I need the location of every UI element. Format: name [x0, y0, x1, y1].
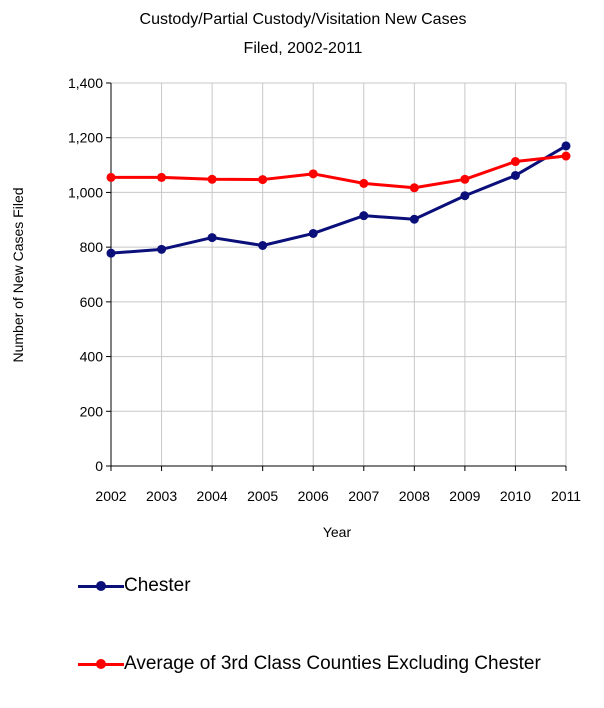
y-tick-label: 1,400: [68, 75, 103, 91]
line-chart: Custody/Partial Custody/Visitation New C…: [10, 11, 581, 540]
data-point-0-1[interactable]: [157, 244, 167, 254]
x-tick-label: 2002: [95, 488, 126, 504]
data-point-0-6[interactable]: [409, 214, 419, 224]
legend-2: Average of 3rd Class Counties Excluding …: [78, 652, 604, 676]
y-axis-label: Number of New Cases Filed: [10, 187, 26, 362]
y-tick-label: 600: [80, 294, 104, 310]
data-point-0-4[interactable]: [308, 228, 318, 238]
data-point-1-0[interactable]: [106, 172, 116, 182]
x-tick-label: 2004: [197, 488, 228, 504]
y-tick-label: 800: [80, 239, 104, 255]
y-tick-label: 1,200: [68, 130, 103, 146]
data-point-1-6[interactable]: [409, 183, 419, 193]
data-point-1-8[interactable]: [510, 157, 520, 167]
data-point-0-5[interactable]: [359, 211, 369, 221]
y-tick-label: 200: [80, 403, 104, 419]
legend-swatch-average: [78, 652, 124, 676]
chart-title-line-1: Custody/Partial Custody/Visitation New C…: [140, 11, 467, 28]
data-point-0-7[interactable]: [460, 191, 470, 201]
axes: [106, 82, 567, 471]
series-layer: [106, 141, 571, 258]
gridlines: [111, 82, 567, 466]
x-tick-label: 2003: [146, 488, 177, 504]
data-point-0-2[interactable]: [207, 233, 217, 243]
data-point-1-2[interactable]: [207, 174, 217, 184]
x-tick-label: 2009: [449, 488, 480, 504]
legend: Chester: [78, 574, 604, 598]
y-tick-label: 1,000: [68, 184, 103, 200]
x-tick-label: 2011: [551, 488, 581, 504]
data-point-1-3[interactable]: [258, 175, 268, 185]
x-axis-label: Year: [323, 524, 352, 540]
legend-item-chester[interactable]: Chester: [78, 574, 604, 598]
x-tick-label: 2007: [348, 488, 379, 504]
y-tick-labels: 0 200 400 600 800 1,000 1,200 1,400: [68, 75, 103, 474]
x-tick-label: 2010: [500, 488, 531, 504]
data-point-0-0[interactable]: [106, 248, 116, 258]
y-tick-label: 0: [95, 458, 103, 474]
data-point-0-9[interactable]: [561, 141, 571, 151]
x-tick-labels: 2002 2003 2004 2005 2006 2007 2008 2009 2010 2011: [95, 488, 581, 504]
data-point-1-5[interactable]: [359, 178, 369, 188]
x-tick-label: 2005: [247, 488, 278, 504]
x-tick-label: 2006: [298, 488, 329, 504]
y-tick-label: 400: [80, 349, 104, 365]
data-point-1-7[interactable]: [460, 174, 470, 184]
data-point-0-3[interactable]: [258, 241, 268, 251]
data-point-0-8[interactable]: [510, 170, 520, 180]
data-point-1-1[interactable]: [157, 172, 167, 182]
chart-title-line-2: Filed, 2002-2011: [244, 40, 363, 57]
legend-item-average[interactable]: Average of 3rd Class Counties Excluding …: [78, 652, 604, 676]
legend-label-average: Average of 3rd Class Counties Excluding …: [124, 653, 541, 674]
legend-swatch-chester: [78, 574, 124, 598]
legend-label-chester: Chester: [124, 575, 191, 596]
data-point-1-4[interactable]: [308, 169, 318, 179]
series-line-0: [110, 144, 567, 255]
data-point-1-9[interactable]: [561, 151, 571, 161]
x-tick-label: 2008: [399, 488, 430, 504]
series-line-1: [111, 154, 567, 190]
